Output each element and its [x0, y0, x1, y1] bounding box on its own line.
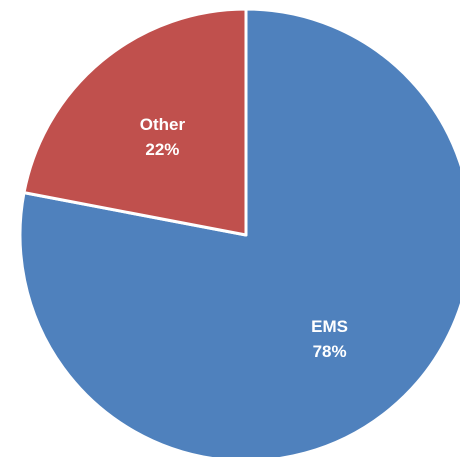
data-label-category: EMS	[311, 317, 348, 336]
pie-slice-other	[22, 7, 248, 237]
data-label-category: Other	[140, 115, 186, 134]
data-label-other: Other 22%	[140, 115, 186, 159]
data-label-percent: 78%	[313, 342, 347, 361]
pie-slice-ems	[18, 7, 460, 457]
labels-layer: EMS 78% Other 22%	[140, 115, 348, 361]
slices-layer	[18, 7, 460, 457]
data-label-percent: 22%	[145, 140, 179, 159]
data-label-ems: EMS 78%	[311, 317, 348, 361]
